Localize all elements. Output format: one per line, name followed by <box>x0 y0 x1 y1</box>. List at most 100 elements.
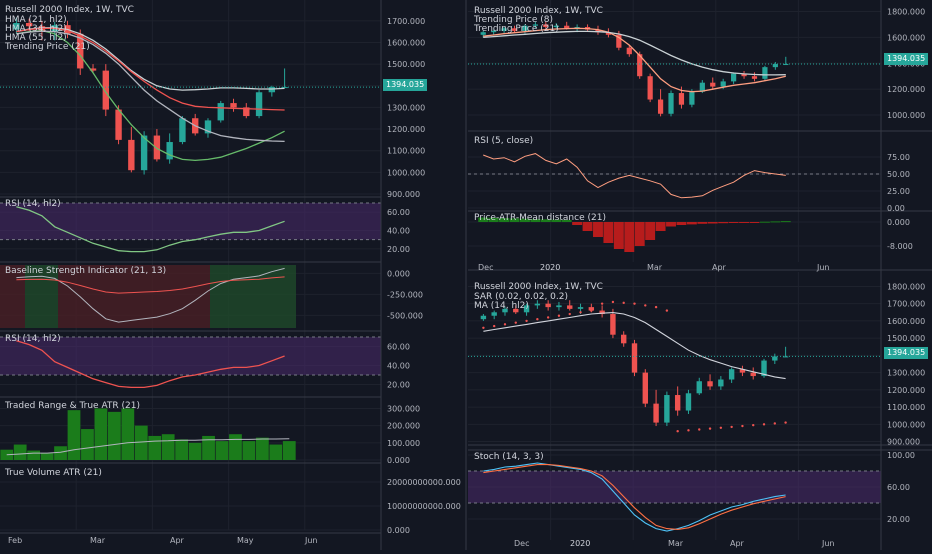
rb-price-title: Russell 2000 Index, 1W, TVC <box>474 282 603 292</box>
rb-price-ytick-7: 1100.000 <box>887 403 925 412</box>
rt-patr-bar-7 <box>551 219 562 222</box>
rb-stoch-title: Stoch (14, 3, 3) <box>474 452 544 462</box>
rt-price-candle-body-4 <box>522 25 528 31</box>
rb-sar-dot-4 <box>525 319 528 323</box>
rb-sar-dot-7 <box>557 314 561 317</box>
rb-price-candle-body-17 <box>664 395 670 423</box>
left-rsi1-ytick-2: 20.00 <box>387 245 410 254</box>
left-atr-bar-19 <box>255 437 269 460</box>
rt-patr-bar-3 <box>509 218 520 222</box>
left-price-ytick-8: 900.000 <box>387 190 420 199</box>
rt-patr-bar-9 <box>572 222 583 225</box>
rt-price-candle-body-18 <box>668 93 674 114</box>
left-atr-ytick-0: 300.000 <box>387 404 420 413</box>
left-tvatr-title: True Volume ATR (21) <box>5 468 102 478</box>
rt-legend-trend8: Trending Price (8) <box>474 15 553 25</box>
rb-price-candle-body-0 <box>480 315 487 320</box>
left-price-candle-body-1 <box>25 22 33 27</box>
rb-price-candle-body-9 <box>577 307 584 309</box>
left-rsi2-title: RSI (14, hl2) <box>5 334 61 344</box>
rb-sar-dot-5 <box>536 317 539 321</box>
rb-ma-line <box>483 312 786 380</box>
left-price-candle-body-16 <box>217 103 224 121</box>
rt-xtick-2: Mar <box>647 263 663 272</box>
left-rsi2-ytick-2: 20.00 <box>387 381 410 390</box>
rb-price-candle-body-14 <box>631 343 638 373</box>
left-price-candle-body-7 <box>102 70 109 110</box>
left-series-1 <box>16 27 285 111</box>
rb-legend-ma: MA (14, hl2) <box>474 301 529 311</box>
rb-xtick-4: Jun <box>821 539 835 548</box>
left-atr-bar-3 <box>40 453 54 460</box>
rb-price-candle-body-7 <box>556 305 562 308</box>
rt-patr-bar-27 <box>759 221 770 223</box>
rt-patr-bar-24 <box>728 222 739 223</box>
left-atr-bar-8 <box>107 411 121 460</box>
rb-sar-dot-28 <box>784 421 787 424</box>
rt-xtick-3: Apr <box>712 263 727 272</box>
left-price-candle-body-5 <box>77 33 84 69</box>
rt-price-candle-body-29 <box>783 64 789 66</box>
rb-sar-dot-11 <box>600 302 604 305</box>
left-rsi2-ytick-0: 60.00 <box>387 343 410 352</box>
rb-sar-dot-22 <box>719 426 723 429</box>
left-atr-line <box>6 438 290 456</box>
rb-sar-dot-8 <box>568 312 571 316</box>
left-atr-bar-5 <box>67 410 81 460</box>
left-atr-bar-9 <box>121 408 135 460</box>
rt-patr-bar-12 <box>603 222 614 243</box>
rt-patr-bar-28 <box>770 221 781 223</box>
rb-price-ytick-6: 1200.000 <box>887 386 925 395</box>
left-price-ytick-2: 1500.000 <box>387 60 425 69</box>
rt-price-candle-body-25 <box>741 73 747 77</box>
left-xtick-0: Feb <box>8 536 22 545</box>
left-price-ytick-1: 1600.000 <box>387 38 425 47</box>
left-tv-ytick-0: 20000000000.000 <box>387 478 461 487</box>
left-price-candle-body-10 <box>140 135 148 171</box>
left-price-candle-body-6 <box>89 68 97 71</box>
rt-price-candle-body-21 <box>699 82 705 92</box>
rb-sar-dot-6 <box>546 316 550 319</box>
left-atr-bar-12 <box>161 434 175 460</box>
rb-price-candle-body-3 <box>513 308 519 313</box>
rb-sar-dot-2 <box>503 323 507 326</box>
left-atr-bar-18 <box>242 441 256 460</box>
rb-price-candle-body-1 <box>491 312 497 316</box>
left-price-candle-body-18 <box>243 107 250 117</box>
rb-sar-dot-14 <box>633 302 636 305</box>
rt-patr-bar-10 <box>582 222 593 231</box>
rt-rsi-line <box>483 153 786 199</box>
left-price-candle-body-20 <box>268 87 276 93</box>
rt-patr-bar-13 <box>613 222 624 249</box>
rb-price-ytick-8: 1000.000 <box>887 420 925 429</box>
left-price-candle-body-8 <box>115 109 122 140</box>
rb-sar-dot-16 <box>654 305 658 309</box>
left-atr-bar-15 <box>202 435 215 460</box>
rt-price-candle-body-14 <box>626 47 632 55</box>
rt-patr-bar-1 <box>488 217 499 222</box>
rt-legend-trend21: Trending Price (21) <box>474 24 559 34</box>
left-atr-bar-2 <box>27 450 41 460</box>
rb-xtick-3: Apr <box>730 539 745 548</box>
rb-price-candle-body-13 <box>621 334 627 344</box>
left-bsi-zone-0 <box>0 265 25 328</box>
rb-price-candle-body-18 <box>674 395 681 411</box>
left-xtick-1: Mar <box>90 536 106 545</box>
left-bsi-zone-2 <box>58 265 210 328</box>
rb-sar-dot-27 <box>773 422 777 425</box>
rt-rsi-ytick-3: 0.00 <box>887 204 905 213</box>
left-atr-ytick-2: 100.000 <box>387 439 420 448</box>
rt-patr-bar-18 <box>666 222 676 227</box>
rb-price-ytick-0: 1800.000 <box>887 282 925 291</box>
rt-patr-bar-19 <box>676 222 687 225</box>
rb-price-candle-body-12 <box>610 314 616 335</box>
rb-sar-dot-26 <box>762 423 766 426</box>
rt-series-0 <box>483 27 786 93</box>
left-price-ytick-6: 1100.000 <box>387 147 425 156</box>
left-atr-bar-1 <box>13 444 27 460</box>
rb-price-candle-body-28 <box>782 356 789 358</box>
left-price-ytick-7: 1000.000 <box>387 168 425 177</box>
left-rsi1-ytick-0: 60.00 <box>387 208 410 217</box>
left-tv-ytick-2: 0.000 <box>387 526 410 535</box>
rt-price-candle-body-28 <box>772 64 778 68</box>
